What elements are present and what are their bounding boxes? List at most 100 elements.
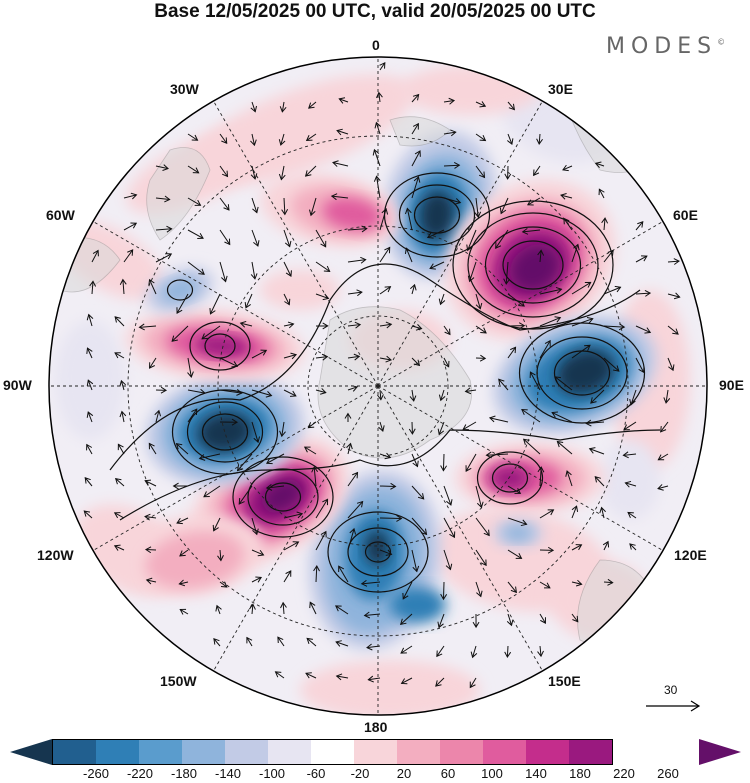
brand-logo: MODES© [606,34,725,59]
map-disk-border [48,56,708,716]
vector-scale-arrow [646,700,701,712]
wind-arrow-shaft [539,340,551,359]
contour-ring [201,413,249,451]
wind-arrow-head [236,464,244,472]
wind-arrow-head [644,289,652,297]
wind-arrow-shaft [251,165,256,179]
colorbar-tick-label: 180 [569,766,591,781]
wind-arrow-head [335,605,342,612]
wind-arrow-shaft [603,218,606,231]
wind-arrow-shaft [283,389,297,397]
wind-arrow-head [154,409,162,417]
wind-arrow-head [404,247,412,254]
wind-arrow-shaft [283,354,297,359]
wind-arrow-shaft [623,421,637,431]
wind-arrow-shaft [472,645,477,658]
wind-arrow-shaft [336,675,349,679]
wind-arrow-head [466,244,473,252]
contour-ring [467,212,599,318]
wind-arrow-shaft [347,443,352,455]
wind-arrow-head [144,546,152,554]
wind-arrow-head [672,328,679,335]
wind-arrow-head [521,227,529,235]
wind-arrow-head [527,199,534,206]
wind-arrow-head [384,246,391,254]
wind-arrow-shaft [442,581,445,600]
wind-arrow-head [162,164,169,171]
wind-arrow-head [332,160,339,167]
wind-arrow-head [367,675,374,683]
wind-arrow-head [575,579,583,587]
wind-arrow-shaft [625,482,637,487]
wind-arrow-head [201,333,208,340]
wind-arrow-shaft [495,229,509,249]
wind-arrow-head [309,209,316,217]
wind-arrow-head [86,443,93,451]
wind-arrow-shaft [539,613,546,624]
wind-arrow-head [250,139,257,147]
wind-arrow-head [366,643,373,651]
wind-arrow-shaft [635,357,645,373]
anomaly-blob [504,525,532,541]
wind-arrow-head [308,102,315,109]
wind-arrow-head [335,640,342,647]
wind-arrow-head [483,529,490,537]
wind-arrow-shaft [306,637,317,647]
wind-arrow-shaft [443,197,461,204]
wind-arrow-head [313,565,320,572]
colorbar-tick-label: -20 [350,766,370,781]
wind-arrow-shaft [283,541,299,551]
wind-arrow-shaft [283,570,292,583]
wind-arrow-shaft [149,357,157,369]
wind-arrow-head [385,321,393,329]
wind-arrow-head [409,395,417,402]
colorbar-cell [311,740,354,764]
wind-arrow-shaft [465,453,477,472]
wind-arrow-head [435,680,442,687]
anomaly-blob [510,244,560,292]
wind-arrow-shaft [245,293,253,308]
wind-arrow-shaft [201,325,221,340]
geopotential-contours [109,172,661,593]
wind-arrow-shaft [347,472,358,487]
wind-arrow-shaft [187,389,206,394]
wind-arrow-shaft [87,380,93,391]
wind-arrow-shaft [533,165,541,176]
wind-arrow-shaft [304,446,317,455]
wind-arrow-head [443,360,450,368]
anomaly-blob [390,587,446,623]
colorbar-cell [96,740,139,764]
wind-arrow-head [437,621,444,629]
wind-arrow-shaft [139,325,157,328]
wind-arrow-shaft [219,357,238,367]
wind-arrow-shaft [171,325,189,342]
wind-arrow-shaft [155,197,170,200]
wind-arrow-head [469,681,476,689]
wind-arrow-shaft [500,197,509,214]
colorbar-cell [53,740,96,764]
wind-arrow-head [438,298,446,306]
wind-arrow-shaft [571,544,582,551]
wind-arrow-head [217,555,224,562]
wind-arrow-shaft [507,581,517,593]
wind-arrow-shaft [114,545,125,551]
brand-mark: © [717,37,726,47]
anomaly-blob [418,190,456,240]
wind-arrow-head [378,425,385,432]
latitude-circle [307,315,449,457]
lon-label-150e: 150E [548,673,581,689]
wind-arrow-head [384,286,392,293]
wind-arrow-head [544,582,551,589]
wind-arrow-shaft [507,101,515,110]
wind-arrow-head [199,388,206,396]
wind-arrow-head [449,531,456,539]
wind-arrow-head [176,307,183,314]
wind-arrow-head [479,354,487,362]
wind-arrow-shaft [635,221,644,231]
wind-arrow-shaft [277,636,285,647]
wind-arrow-head [322,293,330,301]
wind-arrow-shaft [379,247,391,263]
wind-arrow-shaft [251,604,254,615]
wind-arrow-head [260,349,268,356]
wind-arrow-shaft [219,549,222,561]
